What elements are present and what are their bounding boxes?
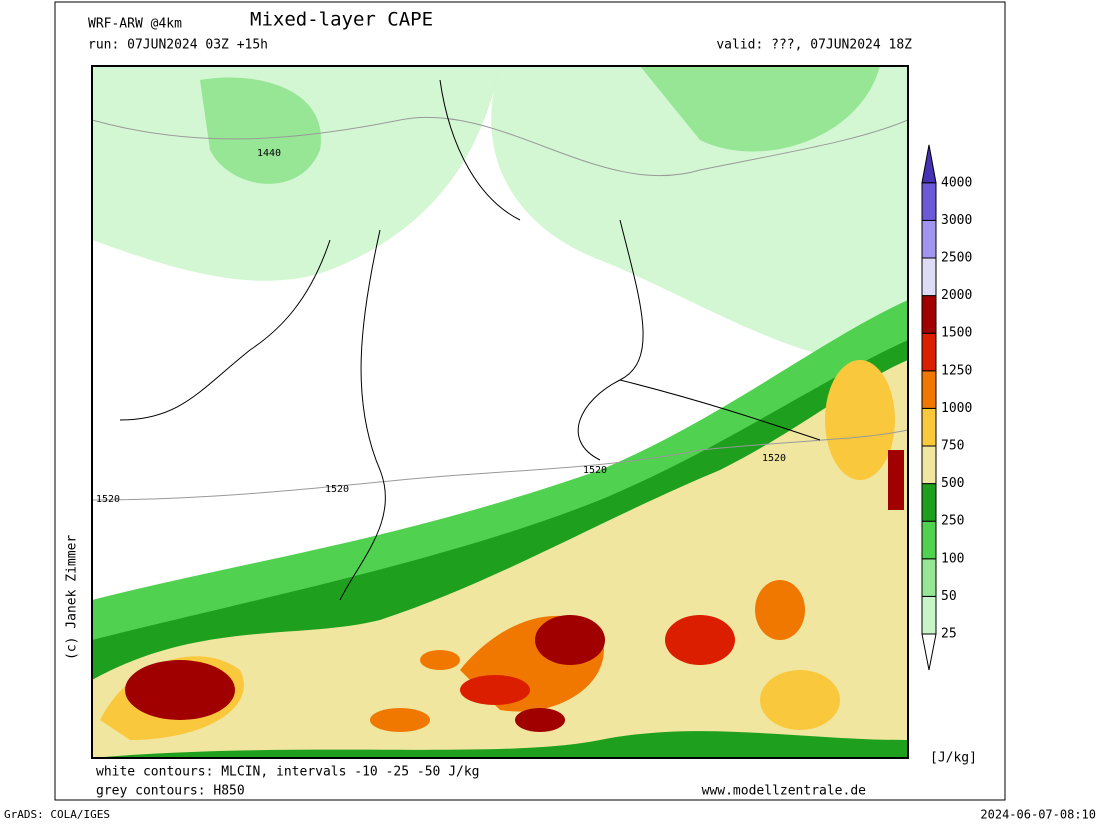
colorbar-box	[921, 520, 937, 560]
contour-label: 1520	[96, 494, 120, 505]
run: run: 07JUN2024 03Z +15h	[88, 38, 268, 53]
colorbar-label: 50	[941, 589, 957, 604]
colorbar-box	[921, 483, 937, 522]
colorbar-label: 250	[941, 514, 964, 529]
colorbar-box	[921, 445, 937, 485]
colorbar-box	[921, 558, 937, 597]
contour-label: 1440	[257, 148, 281, 159]
colorbar-box	[921, 595, 937, 635]
colorbar-label: 750	[941, 439, 964, 454]
colorbar-label: 1000	[941, 401, 972, 416]
map-frame	[91, 65, 909, 759]
colorbar-label: 100	[941, 551, 964, 566]
title: Mixed-layer CAPE	[250, 9, 433, 31]
colorbar-label: 2000	[941, 288, 972, 303]
colorbar-box	[921, 295, 937, 334]
colorbar-box	[921, 182, 937, 221]
note: grey contours: H850	[96, 784, 245, 799]
colorbar-box	[921, 370, 937, 409]
contour-label: 1520	[583, 465, 607, 476]
colorbar-high	[921, 144, 937, 184]
colorbar-box	[921, 407, 937, 447]
colorbar-label: 1250	[941, 363, 972, 378]
colorbar-box	[921, 332, 937, 372]
colorbar-low	[921, 633, 937, 671]
colorbar-box	[921, 219, 937, 259]
valid: valid: ???, 07JUN2024 18Z	[716, 38, 912, 53]
colorbar-unit: [J/kg]	[930, 751, 977, 766]
colorbar-label: 4000	[941, 175, 972, 190]
colorbar-label: 25	[941, 627, 957, 642]
contour-label: 1520	[762, 453, 786, 464]
model: WRF-ARW @4km	[88, 17, 182, 32]
colorbar-label: 1500	[941, 326, 972, 341]
outer-frame	[54, 1, 1006, 801]
timestamp: 2024-06-07-08:10	[980, 808, 1096, 822]
colorbar: 25 50 100 250 500 750 1000 1250 1500 2000 2500 3000…	[921, 144, 972, 671]
contour-label: 1520	[325, 484, 349, 495]
website: www.modellzentrale.de	[702, 784, 867, 799]
software: GrADS: COLA/IGES	[4, 808, 110, 821]
map: 1440 1520 1520 1520 1520	[91, 65, 909, 759]
note: white contours: MLCIN, intervals -10 -25…	[96, 765, 480, 780]
copyright: (c) Janek Zimmer	[65, 535, 80, 660]
colorbar-label: 500	[941, 476, 964, 491]
colorbar-label: 3000	[941, 213, 972, 228]
colorbar-label: 2500	[941, 251, 972, 266]
colorbar-box	[921, 257, 937, 297]
